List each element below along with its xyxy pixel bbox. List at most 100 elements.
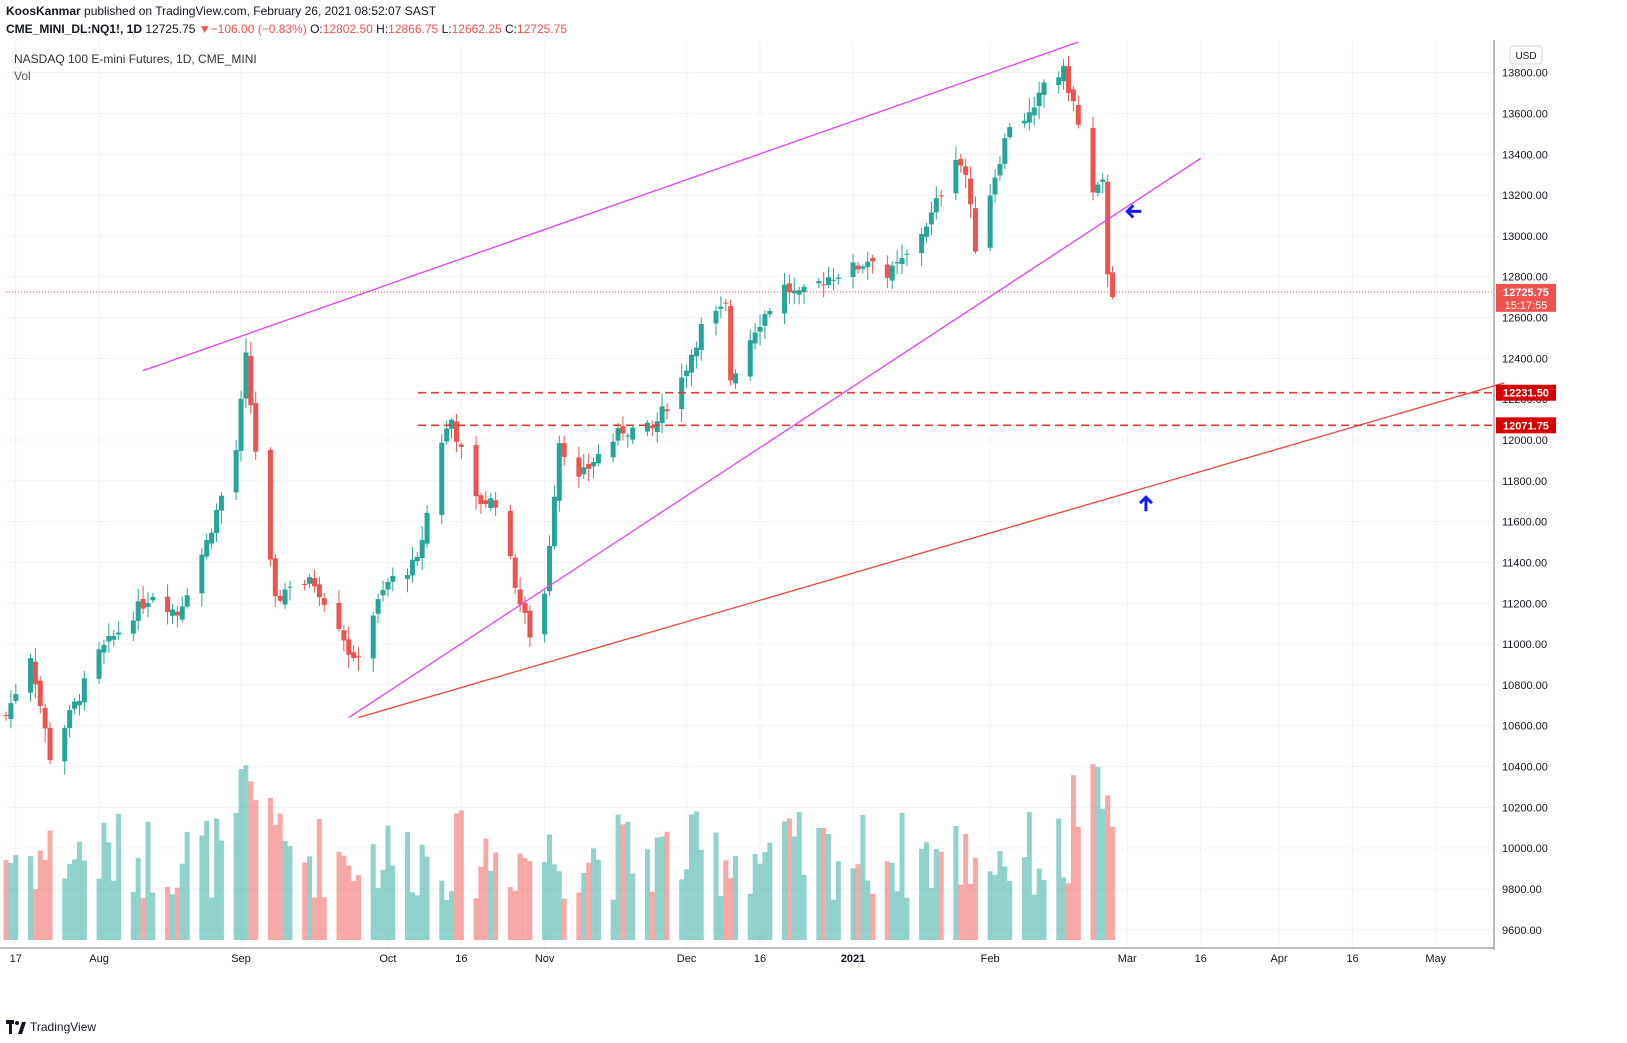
- volume-bar: [1105, 795, 1111, 940]
- volume-bar: [414, 895, 420, 940]
- candle-body: [3, 715, 9, 717]
- volume-bar: [1075, 826, 1081, 940]
- volume-bar: [336, 851, 342, 940]
- time-tick-label: 16: [1195, 953, 1207, 965]
- candle-body: [865, 261, 871, 268]
- volume-bar: [42, 859, 48, 940]
- volume-bar: [698, 849, 704, 940]
- volume-bar: [591, 848, 597, 940]
- candle-body: [615, 428, 621, 441]
- candle-body: [140, 598, 146, 609]
- candle-body: [1100, 179, 1106, 182]
- candle-body: [1075, 105, 1081, 125]
- volume-bar: [992, 874, 998, 940]
- level-price-tag-value: 12231.50: [1503, 388, 1549, 400]
- volume-bar: [595, 859, 601, 940]
- candle-body: [527, 610, 533, 638]
- candle-body: [238, 398, 244, 451]
- volume-bar: [830, 899, 836, 940]
- volume-bar: [321, 897, 327, 940]
- volume-bar: [958, 884, 964, 940]
- volume-bar: [556, 871, 562, 940]
- volume-bar: [1036, 868, 1042, 940]
- candle-body: [561, 443, 567, 457]
- candle-body: [199, 554, 205, 594]
- candle-body: [610, 441, 616, 458]
- published-text: published on TradingView.com, February 2…: [84, 4, 437, 18]
- price-axis[interactable]: 9600.00 9800.00 10000.00 10200.00 10400.00 10…: [1493, 40, 1556, 950]
- time-tick-label: Dec: [677, 953, 697, 965]
- price-tick-label: 11400.00: [1502, 557, 1547, 569]
- published-line: KoosKanmar published on TradingView.com,…: [6, 4, 436, 18]
- candle-body: [302, 583, 308, 585]
- time-axis[interactable]: 17 Aug Sep Oct 16 Nov Dec 16 2021 Feb Mar 16 Apr 16 Ma…: [0, 947, 1494, 965]
- price-tick-label: 10000.00: [1502, 843, 1548, 855]
- footer-brand[interactable]: TradingView: [6, 1020, 96, 1034]
- volume-bar: [1041, 879, 1047, 940]
- volume-bar: [238, 769, 244, 940]
- candle-body: [664, 409, 670, 412]
- author-name[interactable]: KoosKanmar: [6, 4, 81, 18]
- volume-bar: [385, 825, 391, 940]
- volume-bar: [953, 825, 959, 940]
- candle-body: [556, 443, 562, 501]
- time-tick-label: 16: [455, 953, 467, 965]
- close-label: C:: [504, 22, 517, 36]
- volume-bar: [733, 856, 739, 940]
- candle-body: [135, 601, 141, 621]
- price-tick-label: 12400.00: [1502, 353, 1548, 365]
- candle-body: [581, 467, 587, 475]
- volume-bar: [135, 857, 141, 940]
- level-price-tag: [1496, 384, 1556, 401]
- candle-body: [409, 559, 415, 576]
- volume-bar: [13, 855, 19, 940]
- candle-body: [517, 589, 523, 605]
- candle-body: [1036, 92, 1042, 107]
- candle-body: [884, 264, 890, 278]
- last-price-tag-value: 12725.75: [1503, 287, 1549, 299]
- candle-body: [542, 593, 548, 635]
- volume-bar: [649, 891, 655, 940]
- blue-arrow-up-icon: [1138, 495, 1154, 512]
- price-chart[interactable]: 9600.00 9800.00 10000.00 10200.00 10400.00 10…: [0, 40, 1627, 1000]
- volume-bar: [404, 832, 410, 940]
- volume-bar: [302, 862, 308, 940]
- candle-body: [106, 635, 112, 642]
- volume-bar: [693, 811, 699, 940]
- volume-bar: [786, 818, 792, 940]
- candle-body: [375, 599, 381, 614]
- volume-bar: [968, 884, 974, 940]
- candle-body: [958, 158, 964, 166]
- change-text: −106.00 (−0.83%): [210, 22, 307, 36]
- volume-bar: [130, 891, 136, 940]
- volume-bar: [307, 856, 313, 940]
- wedge-upper-line: [142, 41, 1079, 372]
- time-tick-label: 16: [754, 953, 766, 965]
- volume-bar: [1066, 883, 1072, 940]
- volume-bar: [762, 852, 768, 940]
- candle-body: [786, 283, 792, 293]
- change-value: ▼−106.00 (−0.83%): [198, 22, 307, 36]
- time-tick-label: 16: [1346, 953, 1358, 965]
- volume-bar: [542, 862, 548, 940]
- price-tick-label: 9600.00: [1502, 925, 1542, 937]
- candle-body: [380, 590, 386, 596]
- volume-bar: [928, 887, 934, 940]
- volume-bar: [267, 797, 273, 940]
- volume-bar: [439, 880, 445, 940]
- price-tick-label: 12800.00: [1502, 272, 1548, 284]
- volume-bar: [488, 870, 494, 940]
- volume-bar: [3, 860, 9, 940]
- volume-bar: [747, 893, 753, 940]
- candle-body: [72, 701, 78, 709]
- volume-bar: [723, 860, 729, 940]
- candle-body: [953, 159, 959, 194]
- candle-body: [101, 644, 107, 653]
- volume-bar: [209, 897, 215, 940]
- candle-body: [1095, 184, 1101, 193]
- volume-bar: [782, 821, 788, 940]
- volume-bar: [1021, 857, 1027, 940]
- candle-body: [522, 603, 528, 613]
- candle-body: [439, 442, 445, 515]
- candle-body: [997, 164, 1003, 176]
